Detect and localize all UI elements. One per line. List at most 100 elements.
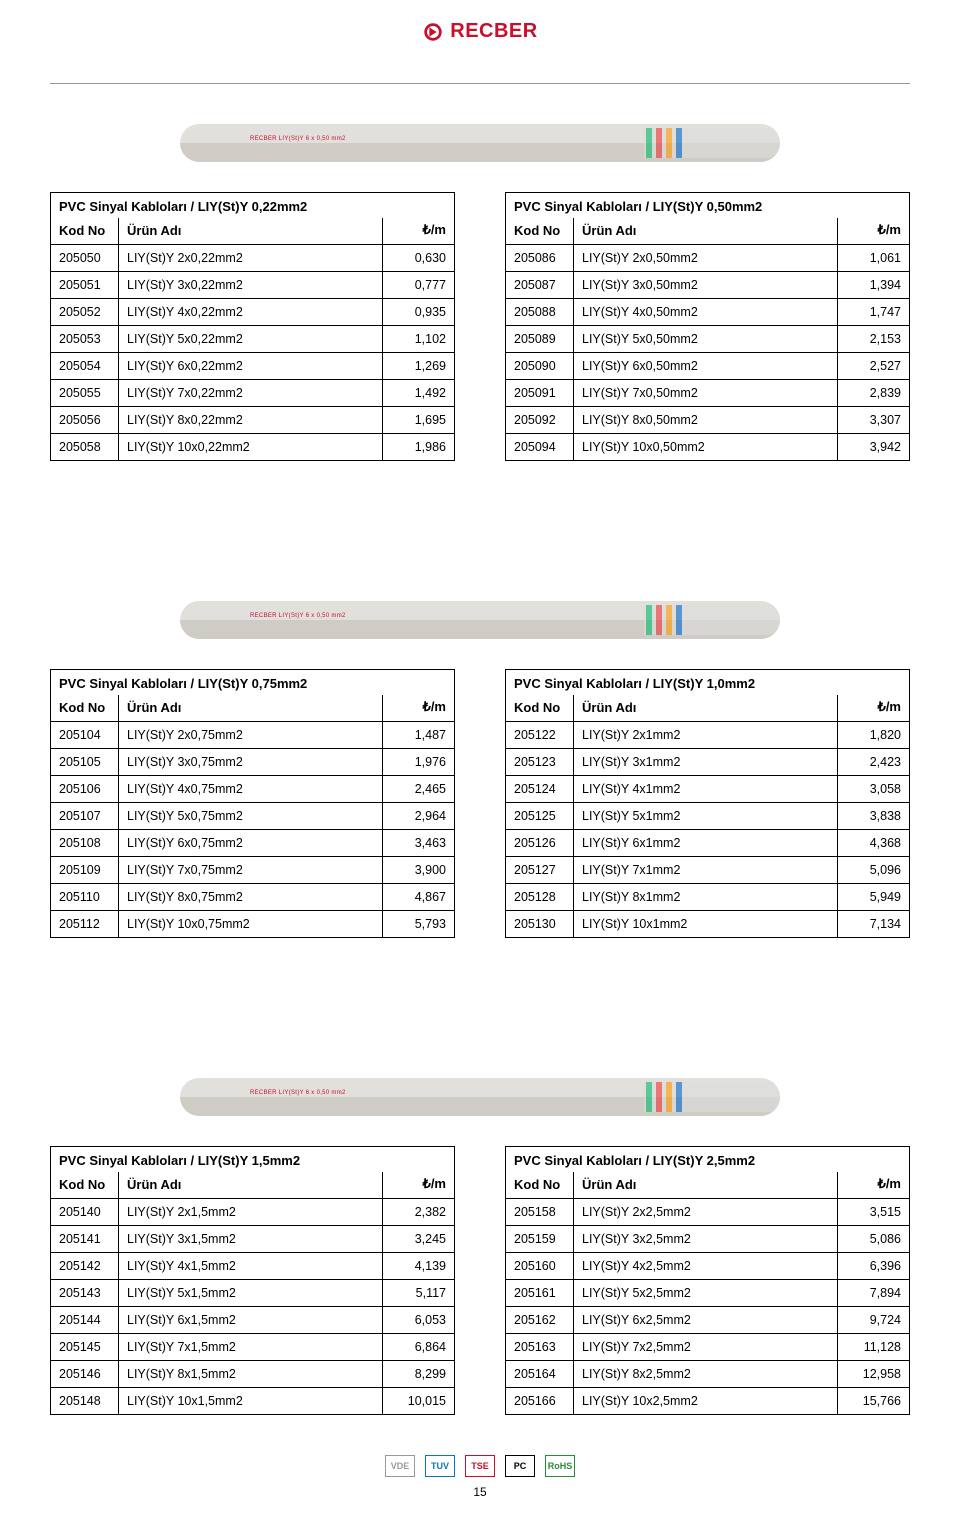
cell-price: 3,307 bbox=[838, 407, 910, 434]
cell-urun: LIY(St)Y 6x2,5mm2 bbox=[574, 1307, 838, 1334]
table-row: 205160LIY(St)Y 4x2,5mm26,396 bbox=[506, 1253, 910, 1280]
cell-price: 5,949 bbox=[838, 884, 910, 911]
column-header: ₺/m bbox=[383, 218, 455, 245]
table-row: 205148LIY(St)Y 10x1,5mm210,015 bbox=[51, 1388, 455, 1415]
cell-urun: LIY(St)Y 5x2,5mm2 bbox=[574, 1280, 838, 1307]
cell-urun: LIY(St)Y 6x1mm2 bbox=[574, 830, 838, 857]
cell-kod: 205124 bbox=[506, 776, 574, 803]
price-table: PVC Sinyal Kabloları / LIY(St)Y 1,0mm2Ko… bbox=[505, 669, 910, 938]
table-row: 205146LIY(St)Y 8x1,5mm28,299 bbox=[51, 1361, 455, 1388]
cell-kod: 205140 bbox=[51, 1199, 119, 1226]
cell-kod: 205091 bbox=[506, 380, 574, 407]
cell-price: 0,777 bbox=[383, 272, 455, 299]
cell-price: 2,153 bbox=[838, 326, 910, 353]
cell-urun: LIY(St)Y 7x0,75mm2 bbox=[119, 857, 383, 884]
cell-price: 3,245 bbox=[383, 1226, 455, 1253]
table-row: 205143LIY(St)Y 5x1,5mm25,117 bbox=[51, 1280, 455, 1307]
cell-price: 1,269 bbox=[383, 353, 455, 380]
cell-urun: LIY(St)Y 8x1mm2 bbox=[574, 884, 838, 911]
tables-row: PVC Sinyal Kabloları / LIY(St)Y 0,75mm2K… bbox=[50, 669, 910, 938]
cell-urun: LIY(St)Y 3x0,75mm2 bbox=[119, 749, 383, 776]
cell-urun: LIY(St)Y 7x2,5mm2 bbox=[574, 1334, 838, 1361]
cell-urun: LIY(St)Y 10x0,75mm2 bbox=[119, 911, 383, 938]
cell-urun: LIY(St)Y 8x0,22mm2 bbox=[119, 407, 383, 434]
cable-image bbox=[180, 601, 780, 639]
cell-kod: 205090 bbox=[506, 353, 574, 380]
cell-urun: LIY(St)Y 2x2,5mm2 bbox=[574, 1199, 838, 1226]
header-divider bbox=[50, 83, 910, 84]
cell-kod: 205159 bbox=[506, 1226, 574, 1253]
cell-urun: LIY(St)Y 10x1mm2 bbox=[574, 911, 838, 938]
price-table: PVC Sinyal Kabloları / LIY(St)Y 0,50mm2K… bbox=[505, 192, 910, 461]
cell-price: 4,368 bbox=[838, 830, 910, 857]
table-row: 205104LIY(St)Y 2x0,75mm21,487 bbox=[51, 722, 455, 749]
table-row: 205110LIY(St)Y 8x0,75mm24,867 bbox=[51, 884, 455, 911]
column-header: ₺/m bbox=[383, 695, 455, 722]
cell-price: 9,724 bbox=[838, 1307, 910, 1334]
cell-kod: 205144 bbox=[51, 1307, 119, 1334]
cell-urun: LIY(St)Y 8x1,5mm2 bbox=[119, 1361, 383, 1388]
column-header: Kod No bbox=[506, 1172, 574, 1199]
column-header: Ürün Adı bbox=[574, 218, 838, 245]
column-header: Ürün Adı bbox=[119, 218, 383, 245]
cell-kod: 205110 bbox=[51, 884, 119, 911]
cell-kod: 205092 bbox=[506, 407, 574, 434]
table-row: 205094LIY(St)Y 10x0,50mm23,942 bbox=[506, 434, 910, 461]
table-row: 205145LIY(St)Y 7x1,5mm26,864 bbox=[51, 1334, 455, 1361]
cell-kod: 205105 bbox=[51, 749, 119, 776]
table-row: 205058LIY(St)Y 10x0,22mm21,986 bbox=[51, 434, 455, 461]
cell-price: 3,463 bbox=[383, 830, 455, 857]
cell-kod: 205161 bbox=[506, 1280, 574, 1307]
table-row: 205091LIY(St)Y 7x0,50mm22,839 bbox=[506, 380, 910, 407]
table-row: 205163LIY(St)Y 7x2,5mm211,128 bbox=[506, 1334, 910, 1361]
cell-price: 2,382 bbox=[383, 1199, 455, 1226]
cell-kod: 205143 bbox=[51, 1280, 119, 1307]
cell-urun: LIY(St)Y 8x0,75mm2 bbox=[119, 884, 383, 911]
cell-urun: LIY(St)Y 10x0,50mm2 bbox=[574, 434, 838, 461]
cell-urun: LIY(St)Y 10x0,22mm2 bbox=[119, 434, 383, 461]
cert-badge: PC bbox=[505, 1455, 535, 1477]
cell-price: 2,465 bbox=[383, 776, 455, 803]
cert-badge: VDE bbox=[385, 1455, 415, 1477]
cell-kod: 205125 bbox=[506, 803, 574, 830]
table-row: 205088LIY(St)Y 4x0,50mm21,747 bbox=[506, 299, 910, 326]
cell-price: 1,061 bbox=[838, 245, 910, 272]
cell-kod: 205145 bbox=[51, 1334, 119, 1361]
cell-urun: LIY(St)Y 2x0,22mm2 bbox=[119, 245, 383, 272]
cell-urun: LIY(St)Y 2x0,75mm2 bbox=[119, 722, 383, 749]
cell-price: 6,864 bbox=[383, 1334, 455, 1361]
table-row: 205052LIY(St)Y 4x0,22mm20,935 bbox=[51, 299, 455, 326]
cable-image bbox=[180, 1078, 780, 1116]
cell-urun: LIY(St)Y 4x1,5mm2 bbox=[119, 1253, 383, 1280]
cell-urun: LIY(St)Y 7x1mm2 bbox=[574, 857, 838, 884]
cell-urun: LIY(St)Y 3x0,22mm2 bbox=[119, 272, 383, 299]
cell-price: 3,058 bbox=[838, 776, 910, 803]
cell-urun: LIY(St)Y 10x1,5mm2 bbox=[119, 1388, 383, 1415]
table-row: 205092LIY(St)Y 8x0,50mm23,307 bbox=[506, 407, 910, 434]
cell-price: 7,134 bbox=[838, 911, 910, 938]
cell-price: 1,976 bbox=[383, 749, 455, 776]
table-row: 205127LIY(St)Y 7x1mm25,096 bbox=[506, 857, 910, 884]
product-section: PVC Sinyal Kabloları / LIY(St)Y 1,5mm2Ko… bbox=[50, 1078, 910, 1415]
cell-kod: 205106 bbox=[51, 776, 119, 803]
page-number: 15 bbox=[50, 1485, 910, 1499]
cell-urun: LIY(St)Y 8x0,50mm2 bbox=[574, 407, 838, 434]
cell-price: 4,139 bbox=[383, 1253, 455, 1280]
cell-kod: 205127 bbox=[506, 857, 574, 884]
table-row: 205053LIY(St)Y 5x0,22mm21,102 bbox=[51, 326, 455, 353]
table-title: PVC Sinyal Kabloları / LIY(St)Y 1,0mm2 bbox=[506, 670, 910, 696]
table-title: PVC Sinyal Kabloları / LIY(St)Y 0,50mm2 bbox=[506, 193, 910, 219]
table-row: 205126LIY(St)Y 6x1mm24,368 bbox=[506, 830, 910, 857]
table-title: PVC Sinyal Kabloları / LIY(St)Y 0,75mm2 bbox=[51, 670, 455, 696]
certifications-row: VDETUVTSEPCRoHS bbox=[50, 1455, 910, 1477]
cell-urun: LIY(St)Y 6x0,22mm2 bbox=[119, 353, 383, 380]
cell-kod: 205146 bbox=[51, 1361, 119, 1388]
cell-price: 2,964 bbox=[383, 803, 455, 830]
table-row: 205141LIY(St)Y 3x1,5mm23,245 bbox=[51, 1226, 455, 1253]
table-row: 205125LIY(St)Y 5x1mm23,838 bbox=[506, 803, 910, 830]
table-row: 205161LIY(St)Y 5x2,5mm27,894 bbox=[506, 1280, 910, 1307]
cell-price: 1,492 bbox=[383, 380, 455, 407]
cell-price: 1,986 bbox=[383, 434, 455, 461]
cell-urun: LIY(St)Y 4x1mm2 bbox=[574, 776, 838, 803]
cell-price: 1,487 bbox=[383, 722, 455, 749]
